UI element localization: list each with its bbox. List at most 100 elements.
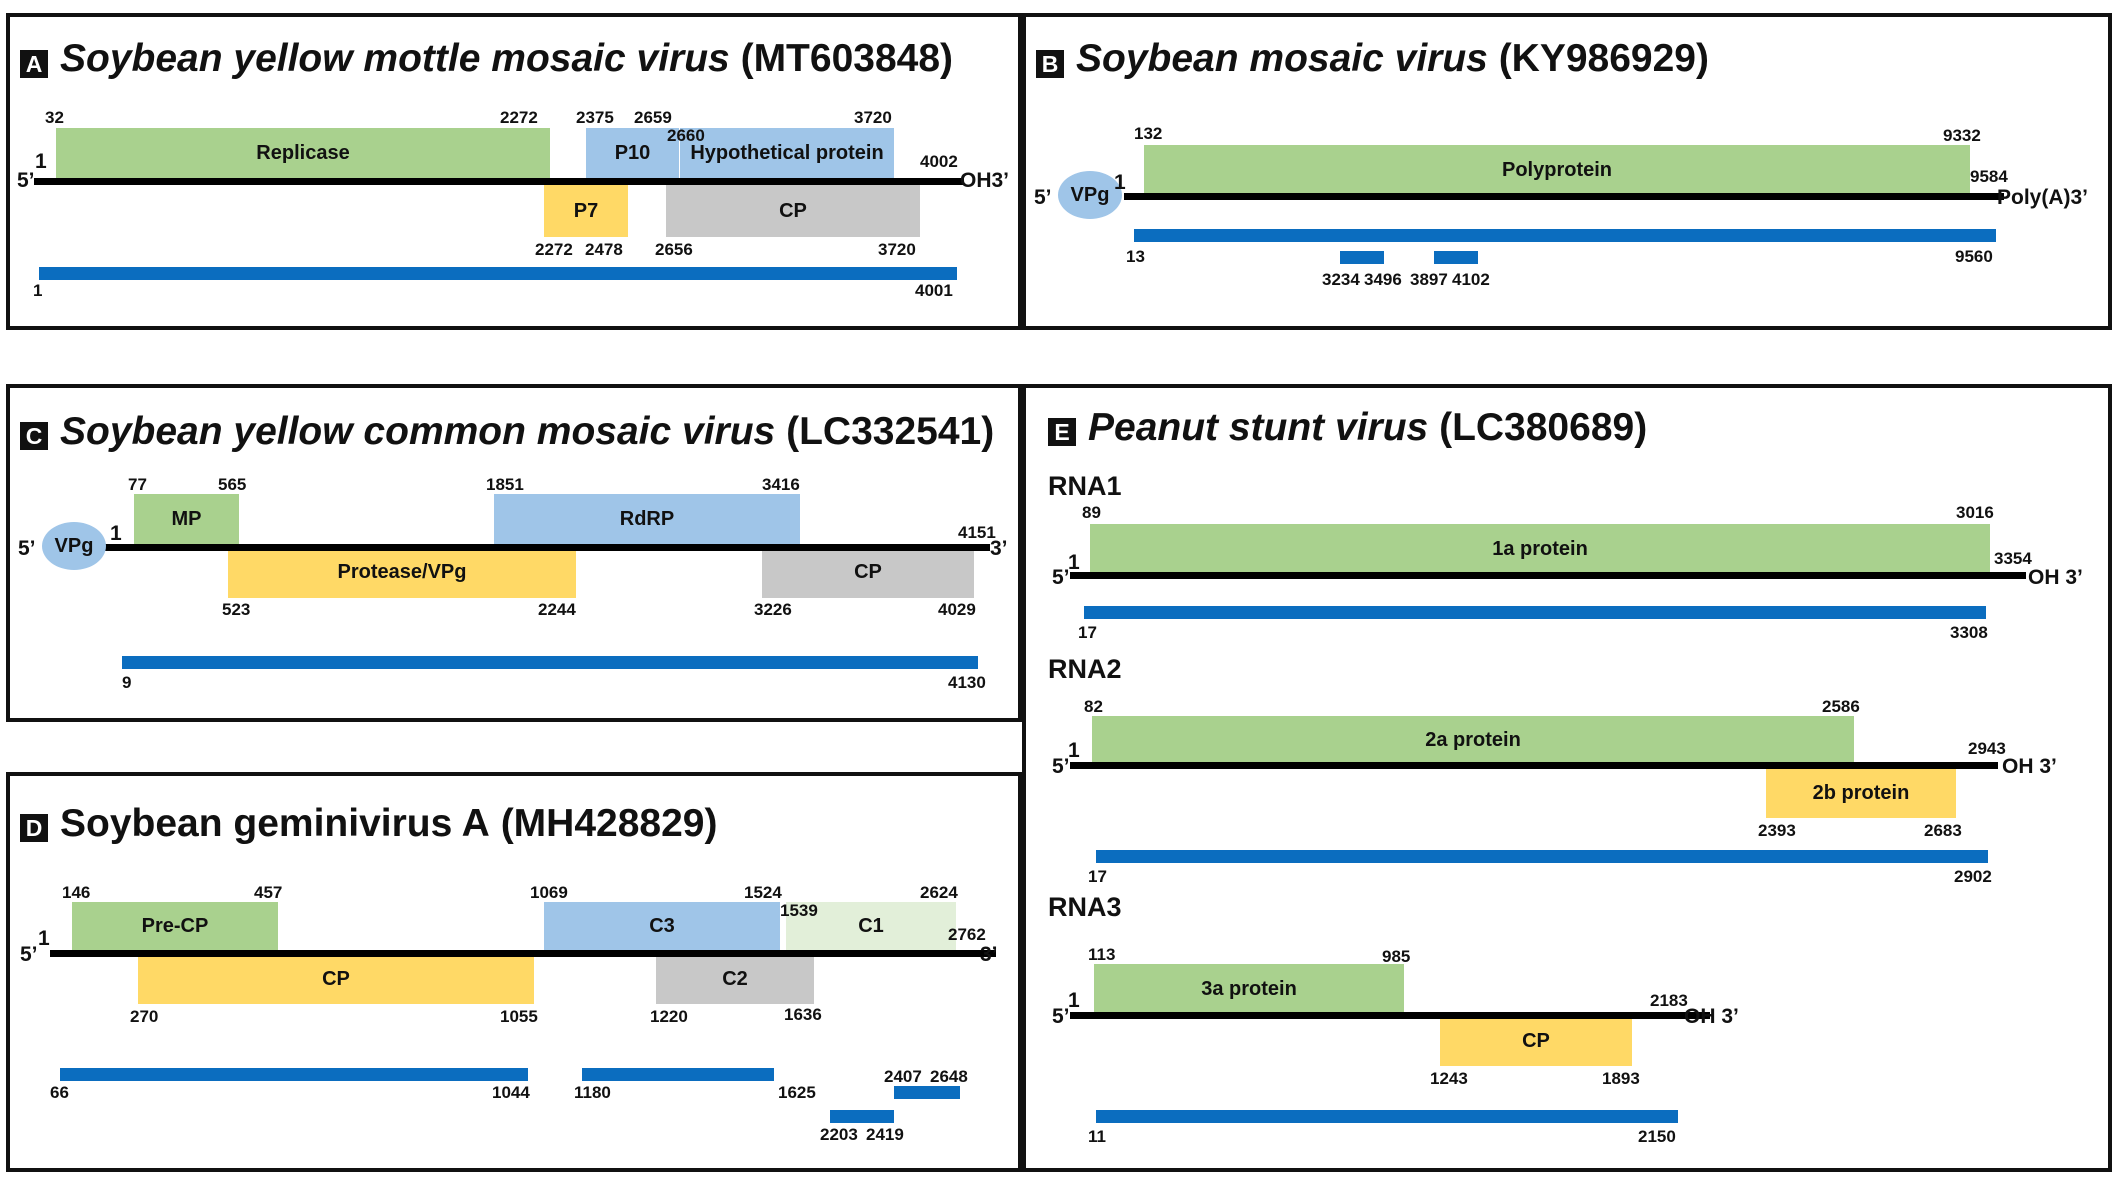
orf-label: CP: [854, 560, 882, 583]
position-label: 1539: [780, 901, 818, 920]
rna2-label: RNA2: [1048, 654, 1122, 684]
position-label: 89: [1082, 503, 1101, 522]
position-label: 1: [33, 281, 43, 300]
orf-polyprotein: Polyprotein: [1144, 145, 1970, 195]
panel-title: Soybean mosaic virus (KY986929): [1076, 37, 1709, 81]
genome-start: 1: [35, 150, 47, 173]
position-label: 3234: [1322, 270, 1360, 289]
orf-label: CP: [779, 199, 807, 222]
virus-name: Peanut stunt virus: [1088, 406, 1429, 449]
orf-protease-vpg: Protease/VPg: [228, 546, 576, 598]
three-prime-label: OH3’: [960, 169, 1010, 192]
orf-cp: CP: [762, 546, 974, 598]
panel-title: Peanut stunt virus (LC380689): [1088, 406, 1647, 450]
three-prime-label: Poly(A)3’: [1997, 186, 2089, 209]
coverage-bar: [1096, 1110, 1678, 1123]
genome-axis: [34, 178, 964, 185]
orf-label: Hypothetical protein: [690, 142, 884, 164]
position-label: 11: [1088, 1127, 1106, 1146]
orf-label: Polyprotein: [1501, 158, 1612, 181]
three-prime-label: 3’: [990, 537, 1008, 560]
position-label: 2393: [1758, 821, 1796, 840]
virus-name: Soybean geminivirus A: [60, 802, 490, 845]
orf-replicase: Replicase: [56, 128, 550, 179]
position-label: 3308: [1950, 623, 1988, 642]
genome-axis: [1070, 762, 1998, 769]
position-label: 2624: [920, 883, 958, 902]
panel-title: Soybean yellow mottle mosaic virus (MT60…: [60, 37, 953, 81]
coverage-bar: [830, 1110, 894, 1123]
position-label: 9: [122, 673, 132, 692]
orf-label: CP: [322, 967, 350, 990]
position-label: 1524: [744, 883, 782, 902]
orf-label: C2: [722, 967, 748, 990]
position-label: 2150: [1638, 1127, 1676, 1146]
panel-e: E Peanut stunt virus (LC380689) RNA1 1a …: [1022, 384, 2112, 1172]
orf-2b-protein: 2b protein: [1766, 768, 1956, 818]
panel-letter: C: [20, 422, 48, 450]
rna1-label: RNA1: [1048, 471, 1122, 501]
position-label: 457: [254, 883, 283, 902]
position-label: 2203: [820, 1125, 858, 1144]
position-label: 1625: [778, 1083, 816, 1102]
orf-label: MP: [171, 507, 202, 530]
position-label: 77: [128, 475, 147, 494]
genome-start: 1: [110, 522, 122, 545]
coverage-bar: [1434, 251, 1478, 264]
genome-axis: [1070, 572, 2026, 579]
position-label: 32: [45, 108, 64, 127]
orf-c2: C2: [656, 954, 814, 1004]
five-prime-label: 5’: [20, 943, 38, 966]
position-label: 3720: [854, 108, 892, 127]
panel-letter: A: [20, 50, 48, 78]
position-label: 2648: [930, 1067, 968, 1086]
position-label: 523: [222, 600, 251, 619]
genome-start: 1: [38, 927, 50, 950]
position-label: 113: [1088, 945, 1116, 964]
five-prime-label: 5’: [1052, 1005, 1070, 1028]
panel-title: Soybean yellow common mosaic virus (LC33…: [60, 410, 994, 454]
five-prime-label: 5’: [1052, 755, 1070, 778]
orf-p10: P10: [586, 128, 679, 179]
position-label: 2586: [1822, 697, 1860, 716]
three-prime-label: OH 3’: [2002, 755, 2057, 778]
position-label: 146: [62, 883, 91, 902]
position-label: 66: [50, 1083, 69, 1102]
coverage-bar: [1134, 229, 1996, 242]
panel-letter: B: [1036, 50, 1064, 78]
virus-name: Soybean yellow mottle mosaic virus: [60, 37, 730, 80]
panel-letter: D: [20, 814, 48, 842]
position-label: 2375: [576, 108, 614, 127]
panel-title: Soybean geminivirus A (MH428829): [60, 802, 717, 846]
orf-label: 3a protein: [1201, 977, 1297, 1000]
position-label: 270: [130, 1007, 159, 1026]
five-prime-label: 5’: [1052, 566, 1070, 589]
accession: (KY986929): [1498, 37, 1709, 80]
position-label: 1851: [486, 475, 524, 494]
position-label: 1044: [492, 1083, 530, 1102]
five-prime-label: 5’: [17, 169, 35, 192]
position-label: 4102: [1452, 270, 1490, 289]
position-label: 3496: [1364, 270, 1402, 289]
position-label: 1055: [500, 1007, 538, 1026]
orf-label: Pre-CP: [141, 915, 209, 937]
orf-c3: C3: [544, 902, 780, 951]
position-label: 2407: [884, 1067, 922, 1086]
position-label: 2762: [948, 925, 986, 944]
position-label: 17: [1078, 623, 1097, 642]
position-label: 3897: [1410, 270, 1448, 289]
orf-label: C3: [649, 915, 675, 937]
position-label: 132: [1134, 124, 1163, 143]
position-label: 3720: [878, 240, 916, 259]
position-label: 3354: [1994, 549, 2032, 568]
genome-axis: [1070, 1012, 1710, 1019]
position-label: 2683: [1924, 821, 1962, 840]
position-label: 565: [218, 475, 247, 494]
orf-label: CP: [1522, 1029, 1550, 1052]
panel-letter: E: [1048, 418, 1076, 446]
orf-label: P7: [573, 199, 599, 222]
position-label: 2659: [634, 108, 672, 127]
three-prime-label: OH 3’: [1684, 1005, 1739, 1028]
position-label: 3016: [1956, 503, 1994, 522]
position-label: 9584: [1970, 167, 2008, 186]
